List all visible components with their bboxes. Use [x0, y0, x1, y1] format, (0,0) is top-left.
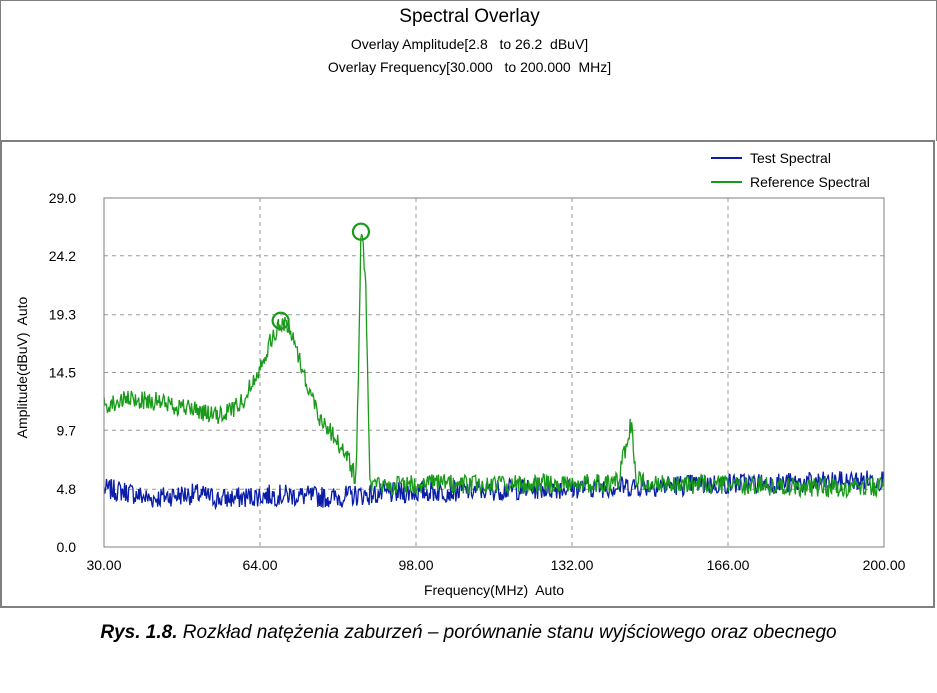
x-axis-label: Frequency(MHz) Auto — [424, 582, 564, 598]
peak-marker — [271, 311, 290, 330]
grid-layer — [104, 198, 884, 547]
legend-label: Reference Spectral — [750, 174, 870, 190]
legend-label: Test Spectral — [750, 150, 831, 166]
y-axis-label: Amplitude(dBuV) Auto — [14, 296, 30, 438]
x-tick-label: 132.00 — [551, 557, 594, 573]
overlay-amplitude-range: Overlay Amplitude[2.8 to 26.2 dBuV] — [350, 36, 589, 52]
peak-marker — [351, 222, 371, 241]
header-panel: Spectral Overlay Overlay Amplitude[2.8 t… — [0, 0, 937, 141]
chart-panel — [0, 140, 935, 608]
spectral-chart: 0.0 4.8 9.7 14.5 19.3 24.2 29.0 30.00 64.00 98.0… — [14, 150, 906, 598]
caption-text: Rozkład natężenia zaburzeń – porównanie … — [177, 622, 837, 643]
y-tick-label: 29.0 — [49, 190, 76, 206]
y-tick-label: 0.0 — [57, 539, 77, 555]
x-axis-ticks: 30.00 64.00 98.00 132.00 166.00 200.00 — [86, 557, 905, 573]
y-tick-label: 24.2 — [49, 248, 76, 264]
figure-caption: Rys. 1.8. Rozkład natężenia zaburzeń – p… — [0, 618, 937, 648]
series-layer — [103, 234, 885, 511]
overlay-frequency-range: Overlay Frequency[30.000 to 200.000 MHz] — [327, 59, 612, 75]
y-tick-label: 9.7 — [57, 422, 77, 438]
y-tick-label: 19.3 — [49, 307, 76, 323]
series-line-reference-spectral — [103, 234, 885, 499]
caption-label: Rys. 1.8. — [100, 622, 178, 643]
x-tick-label: 200.00 — [863, 557, 906, 573]
y-tick-label: 14.5 — [49, 365, 76, 381]
legend: Test Spectral Reference Spectral — [711, 150, 870, 190]
chart-title: Spectral Overlay — [399, 6, 540, 27]
x-tick-label: 98.00 — [398, 557, 433, 573]
x-tick-label: 30.00 — [86, 557, 121, 573]
x-tick-label: 64.00 — [242, 557, 277, 573]
y-axis-ticks: 0.0 4.8 9.7 14.5 19.3 24.2 29.0 — [49, 190, 76, 555]
marker-layer — [271, 222, 371, 330]
x-tick-label: 166.00 — [707, 557, 750, 573]
series-line-test-spectral — [103, 470, 885, 511]
y-tick-label: 4.8 — [57, 481, 77, 497]
plot-frame — [103, 197, 885, 548]
